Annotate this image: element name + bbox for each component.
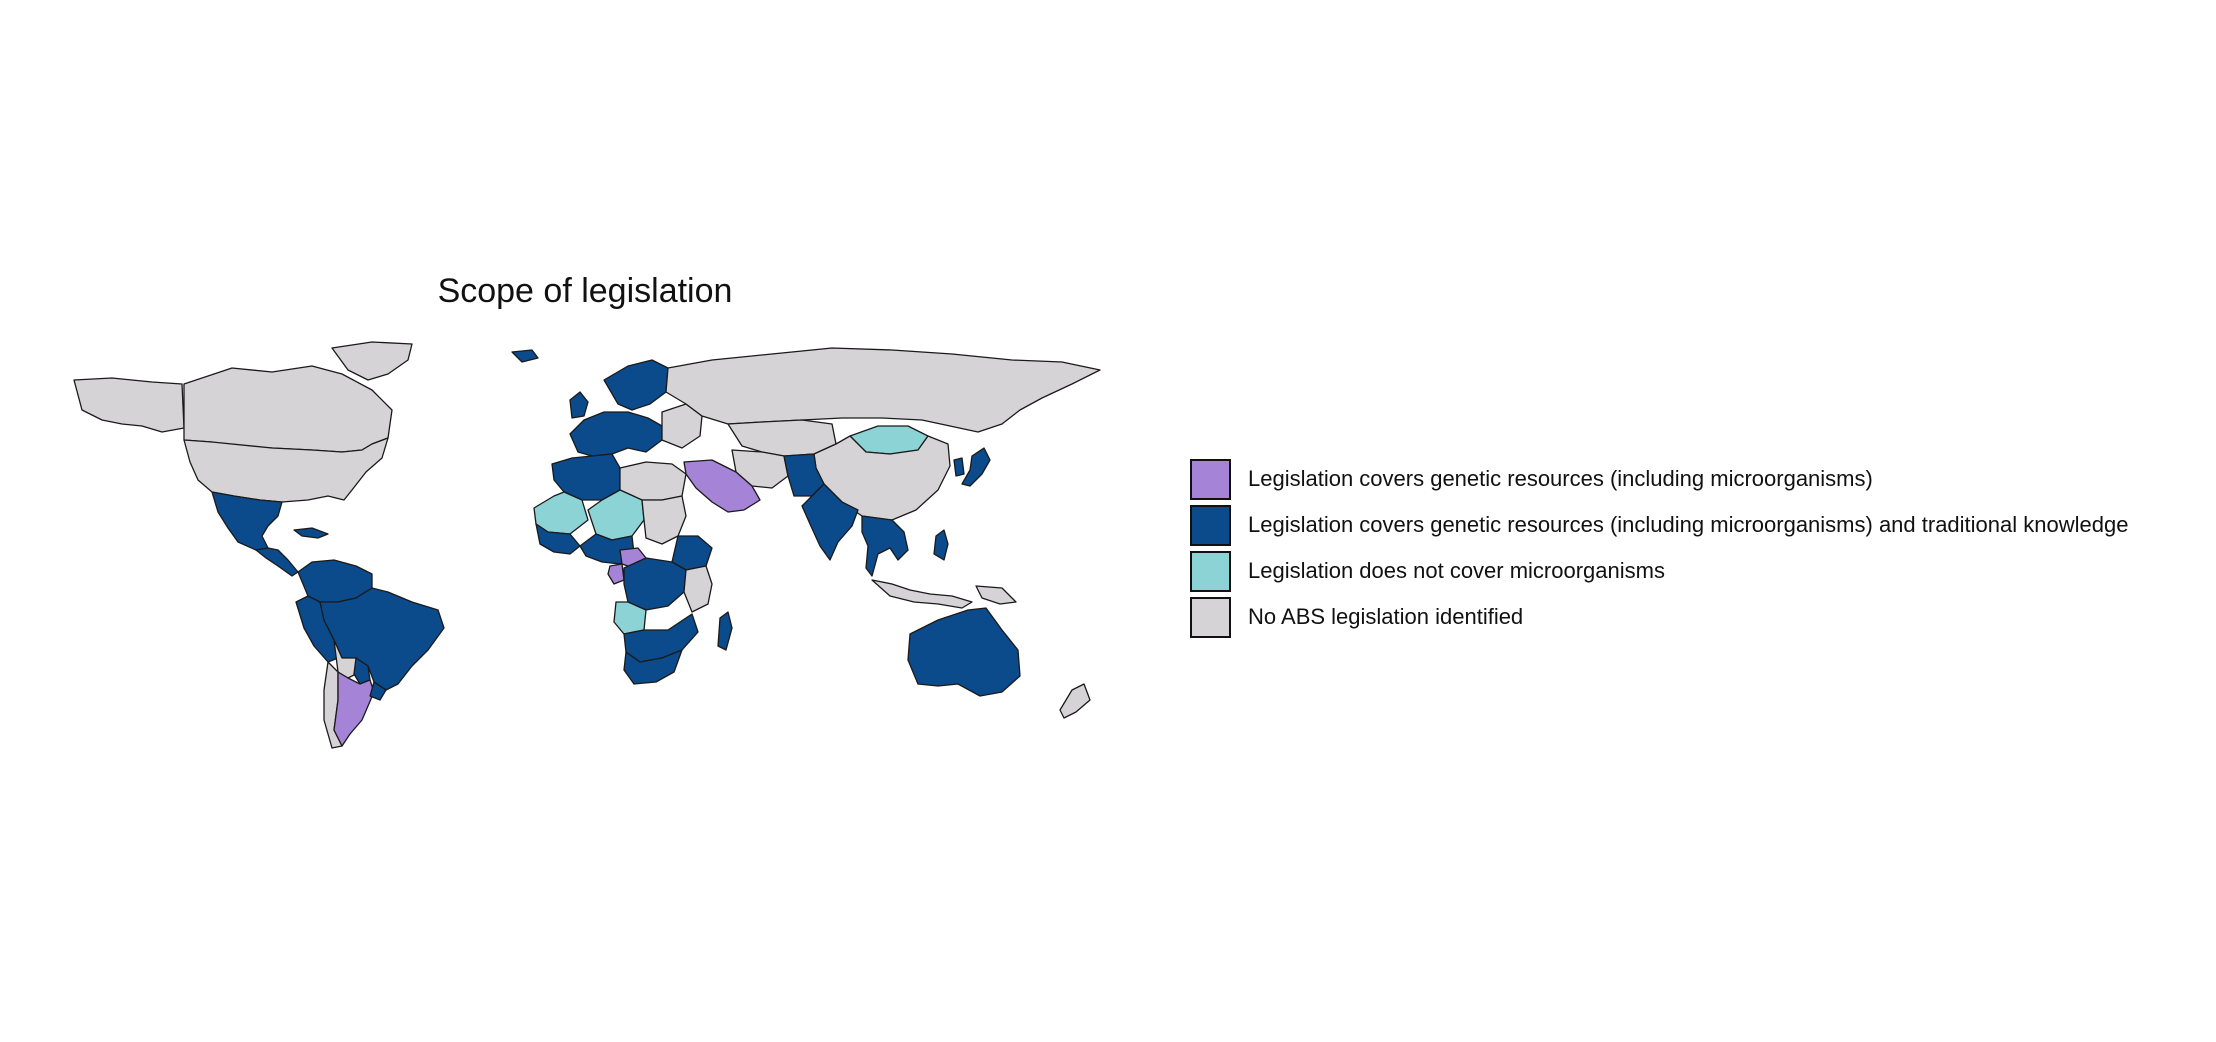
argentina xyxy=(333,671,375,747)
legend-swatch-none xyxy=(1190,596,1231,638)
india xyxy=(801,483,859,561)
japan xyxy=(961,447,991,487)
legend-swatch-no-micro xyxy=(1190,550,1231,592)
legend-item-no-micro: Legislation does not cover microorganism… xyxy=(1190,548,2128,594)
legend: Legislation covers genetic resources (in… xyxy=(1190,456,2128,640)
legend-item-micro-tk: Legislation covers genetic resources (in… xyxy=(1190,502,2128,548)
map-title: Scope of legislation xyxy=(437,272,733,310)
canada xyxy=(183,365,393,453)
gabon xyxy=(607,563,625,585)
east-africa xyxy=(683,565,713,613)
russia xyxy=(665,347,1101,433)
mexico xyxy=(211,491,283,551)
greenland xyxy=(331,341,413,381)
australia xyxy=(907,607,1021,697)
new-zealand xyxy=(1059,683,1091,719)
iceland xyxy=(511,349,539,363)
legend-item-none: No ABS legislation identified xyxy=(1190,594,2128,640)
indonesia xyxy=(871,579,973,609)
legend-label-none: No ABS legislation identified xyxy=(1248,604,1524,629)
korea xyxy=(953,457,965,477)
legend-label-micro-tk: Legislation covers genetic resources (in… xyxy=(1248,512,2129,537)
western-europe xyxy=(569,411,663,457)
madagascar xyxy=(717,611,733,651)
legend-label-micro: Legislation covers genetic resources (in… xyxy=(1248,466,1873,491)
saudi-arabia xyxy=(683,459,761,513)
west-africa-coast xyxy=(535,523,581,555)
legend-item-micro: Legislation covers genetic resources (in… xyxy=(1190,456,2128,502)
scandinavia xyxy=(603,359,669,411)
legend-label-no-micro: Legislation does not cover microorganism… xyxy=(1248,558,1665,583)
uruguay xyxy=(369,681,387,701)
world-map xyxy=(73,341,1101,749)
central-africa xyxy=(623,557,687,611)
cuba xyxy=(293,527,329,539)
southeast-asia xyxy=(861,515,909,577)
uk xyxy=(569,391,589,419)
central-america xyxy=(255,547,299,577)
south-africa xyxy=(623,649,683,685)
legend-swatch-micro-tk xyxy=(1190,504,1231,546)
philippines xyxy=(933,529,949,561)
png xyxy=(975,585,1017,605)
alaska xyxy=(73,377,185,433)
legend-swatch-micro xyxy=(1190,458,1231,500)
